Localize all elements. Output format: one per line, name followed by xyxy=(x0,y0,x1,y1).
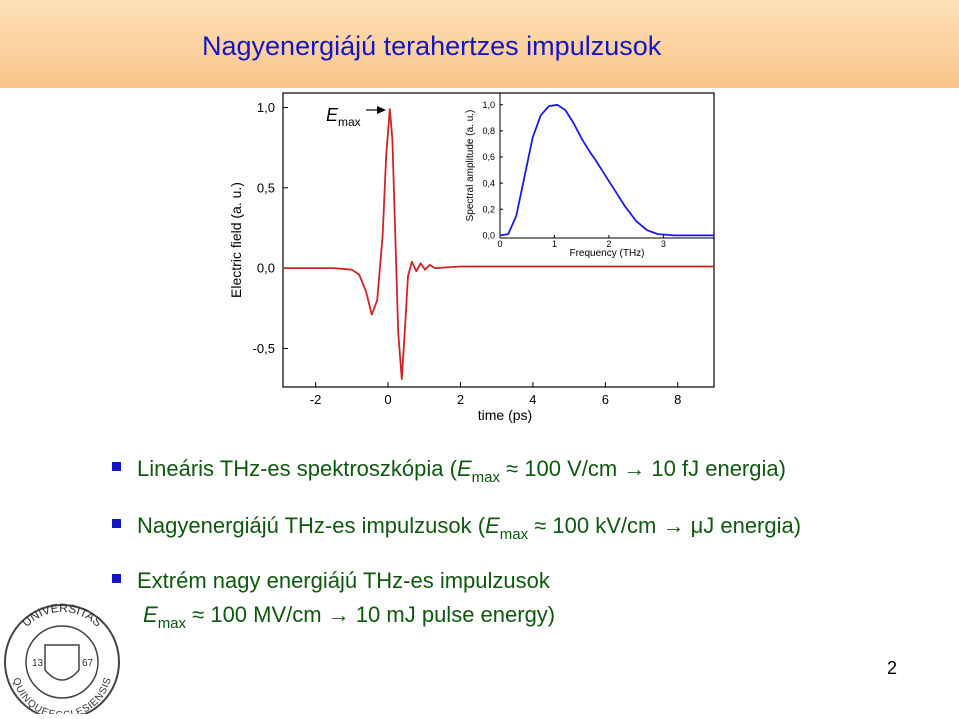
annotation-symbol: E xyxy=(326,105,339,125)
x-axis-label: Frequency (THz) xyxy=(569,248,644,259)
bullet: Nagyenergiájú THz-es impulzusok (Emax ≈ … xyxy=(137,513,801,543)
seal-year: 67 xyxy=(82,658,94,669)
x-tick-label: 1 xyxy=(552,239,557,249)
slide-title: Nagyenergiájú terahertzes impulzusok xyxy=(202,31,662,61)
y-tick-label: 0,0 xyxy=(257,261,275,276)
x-tick-label: 3 xyxy=(661,239,666,249)
y-tick-label: 0,5 xyxy=(257,180,275,195)
x-tick-label: 2 xyxy=(457,392,464,407)
x-tick-label: 6 xyxy=(602,392,609,407)
plot-frame xyxy=(282,92,715,388)
charts: -0,5 0,0 0,5 1,0 -2 0 2 4 6 8 time (ps) Electric fi… xyxy=(228,92,715,423)
x-tick-label: 8 xyxy=(674,392,681,407)
bullet: Extrém nagy energiájú THz-es impulzusok xyxy=(137,568,551,593)
x-tick-label: 4 xyxy=(529,392,536,407)
symbol: E xyxy=(485,513,500,538)
y-axis-label: Spectral amplitude (a. u.) xyxy=(465,110,476,222)
subscript: max xyxy=(472,469,501,486)
annotation-subscript: max xyxy=(338,115,361,129)
seal-ring xyxy=(4,604,120,719)
y-tick-label: 0,6 xyxy=(482,152,495,162)
bullet-marker xyxy=(112,574,121,583)
x-tick-label: -2 xyxy=(310,392,322,407)
inset-background xyxy=(500,94,713,239)
seal-shield xyxy=(44,644,80,681)
annotation-arrowhead xyxy=(377,106,386,114)
university-seal: UNIVERSITAS QUINQUEECCLESIENSIS 13 67 xyxy=(4,601,120,719)
seal-ring xyxy=(25,625,99,699)
bullet-text: ≈ 100 MV/cm → 10 mJ pulse energy) xyxy=(186,602,555,627)
y-tick-label: 0,0 xyxy=(482,231,495,241)
bullet-list: Lineáris THz-es spektroszkópia (Emax ≈ 1… xyxy=(112,456,801,632)
seal-year: 13 xyxy=(32,658,44,669)
subscript: max xyxy=(158,615,187,632)
y-tick-label: 0,2 xyxy=(482,204,495,214)
data-line xyxy=(499,103,714,237)
bullet-text: Nagyenergiájú THz-es impulzusok ( xyxy=(137,513,486,538)
bullet-marker xyxy=(112,519,121,528)
seal-text: QUINQUEECCLESIENSIS xyxy=(10,676,114,719)
bullet: Emax ≈ 100 MV/cm → 10 mJ pulse energy) xyxy=(143,602,555,632)
x-tick-label: 2 xyxy=(606,239,611,249)
x-tick-label: 0 xyxy=(497,239,502,249)
bullet-marker xyxy=(112,462,121,471)
y-tick-label: 0,4 xyxy=(482,178,495,188)
symbol: E xyxy=(457,456,472,481)
data-line xyxy=(283,108,714,380)
annotation: Emax xyxy=(326,105,361,129)
bullet-text: ≈ 100 kV/cm → μJ energia) xyxy=(528,513,801,538)
y-tick-label: 1,0 xyxy=(257,100,275,115)
header-band xyxy=(0,0,959,88)
y-tick-label: -0,5 xyxy=(253,341,275,356)
y-axis-label: Electric field (a. u.) xyxy=(228,182,244,298)
x-axis-label: time (ps) xyxy=(478,407,532,423)
subscript: max xyxy=(500,526,529,543)
page-number: 2 xyxy=(887,658,897,678)
bullet: Lineáris THz-es spektroszkópia (Emax ≈ 1… xyxy=(137,456,786,486)
symbol: E xyxy=(143,602,158,627)
seal-text: QUINQUEECCLESIENSIS xyxy=(10,676,114,714)
bullet-text: ≈ 100 V/cm → 10 fJ energia) xyxy=(500,456,786,481)
y-tick-label: 1,0 xyxy=(482,100,495,110)
x-tick-label: 0 xyxy=(384,392,391,407)
y-tick-label: 0,8 xyxy=(482,126,495,136)
bullet-text: Lineáris THz-es spektroszkópia ( xyxy=(137,456,458,481)
